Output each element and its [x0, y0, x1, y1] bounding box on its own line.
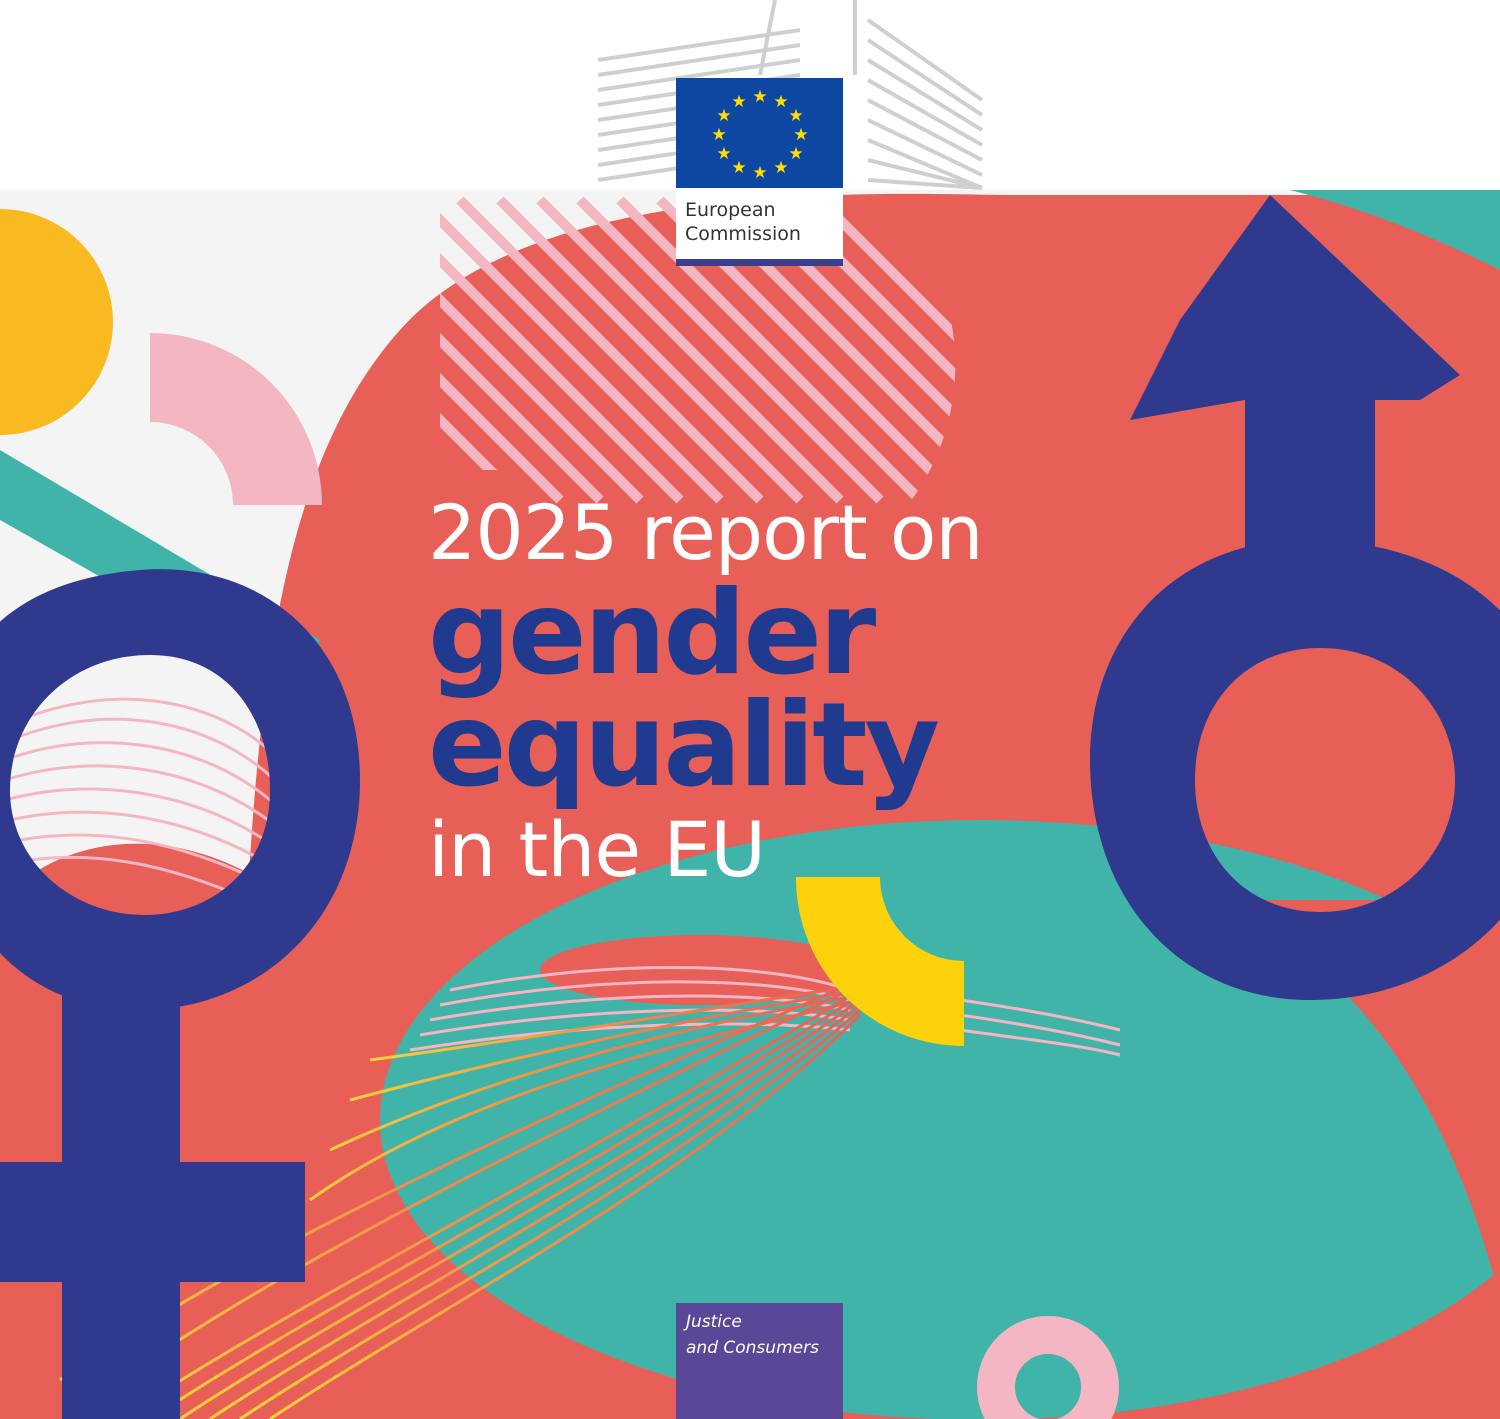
svg-text:★: ★	[793, 125, 808, 145]
gradient-line-fan	[59, 978, 862, 1419]
svg-text:★: ★	[788, 144, 803, 164]
yellow-arc	[795, 877, 964, 1046]
department-name: Justice and Consumers	[686, 1312, 819, 1358]
female-circle-stripes	[4, 697, 282, 902]
title-line-2: gender	[428, 566, 876, 701]
european-commission-logo: ★ ★ ★ ★ ★ ★ ★ ★ ★ ★ ★ ★ European Commiss…	[676, 78, 843, 266]
pink-stripes	[440, 196, 956, 504]
organisation-name: European Commission	[685, 199, 801, 245]
svg-text:★: ★	[788, 106, 803, 126]
logo-underline	[676, 259, 843, 266]
svg-text:★: ★	[731, 158, 746, 178]
title-line-1: 2025 report on	[428, 488, 984, 577]
svg-text:★: ★	[773, 158, 788, 178]
eu-flag-icon: ★ ★ ★ ★ ★ ★ ★ ★ ★ ★ ★ ★	[676, 78, 843, 188]
title-line-3: equality	[428, 678, 940, 813]
pink-arc	[150, 333, 322, 505]
female-symbol-icon	[0, 569, 360, 1419]
coral-overlap	[1200, 900, 1500, 1300]
svg-text:★: ★	[716, 144, 731, 164]
svg-text:★: ★	[716, 106, 731, 126]
department-label: Justice and Consumers	[676, 1303, 843, 1419]
report-title: 2025 report on gender equality in the EU	[428, 488, 1128, 898]
teal-corner-shape	[1290, 190, 1500, 270]
male-symbol-icon	[1090, 195, 1500, 1000]
yellow-circle	[0, 209, 113, 435]
title-line-4: in the EU	[428, 805, 766, 894]
svg-text:★: ★	[731, 92, 746, 112]
svg-text:★: ★	[711, 125, 726, 145]
svg-text:★: ★	[773, 92, 788, 112]
pink-ring	[977, 1316, 1119, 1419]
svg-text:★: ★	[752, 87, 767, 107]
svg-text:★: ★	[752, 163, 767, 183]
